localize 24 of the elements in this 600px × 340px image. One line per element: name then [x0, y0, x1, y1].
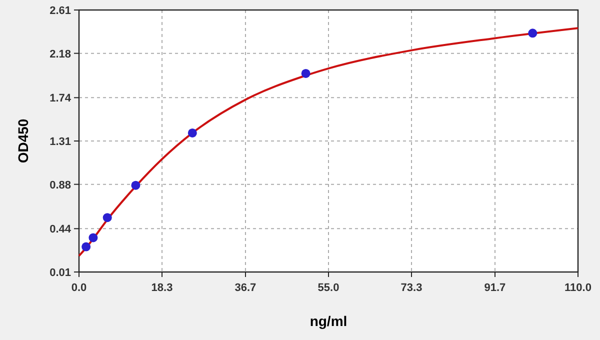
y-axis-title: OD450	[15, 118, 31, 164]
x-tick-label: 55.0	[318, 282, 340, 294]
y-tick-label: 2.18	[50, 48, 71, 60]
y-tick-label: 0.88	[50, 179, 71, 192]
x-tick-label: 73.3	[400, 282, 422, 294]
point	[188, 128, 197, 138]
x-tick-label: 0.0	[71, 282, 87, 294]
point	[102, 213, 112, 222]
x-tick-label: 18.3	[151, 282, 173, 294]
point	[88, 233, 98, 242]
point	[528, 28, 538, 38]
y-tick-label: 1.74	[50, 92, 72, 105]
x-tick-label: 91.7	[484, 282, 506, 294]
line-series	[78, 27, 579, 257]
y-tick-label: 0.44	[50, 224, 72, 236]
y-tick-label: 0.01	[50, 267, 71, 279]
y-tick-label: 1.31	[50, 136, 71, 148]
x-tick-label: 110.0	[564, 282, 592, 294]
point	[82, 242, 91, 252]
y-tick-label: 2.61	[50, 5, 71, 17]
x-tick-label: 36.7	[234, 282, 256, 294]
point	[301, 68, 310, 78]
point	[131, 180, 140, 190]
x-axis-title: ng/ml	[310, 313, 348, 329]
